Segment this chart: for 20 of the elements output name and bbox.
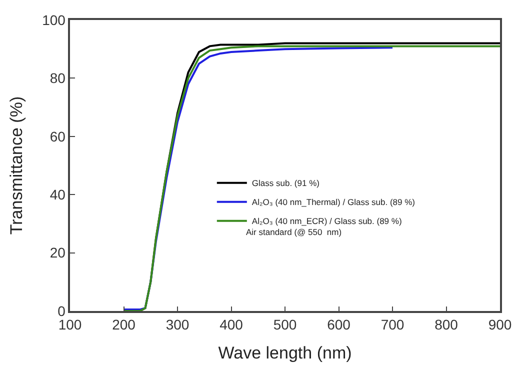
x-tick-label: 500 <box>273 316 297 333</box>
x-axis-title: Wave length (nm) <box>218 343 352 362</box>
y-tick-label: 60 <box>50 128 66 144</box>
x-tick-label: 700 <box>380 316 404 333</box>
x-tick-label: 900 <box>488 316 512 333</box>
x-tick-label: 300 <box>166 316 190 333</box>
x-tick-label: 200 <box>112 316 136 333</box>
y-tick-label: 0 <box>58 302 66 319</box>
annotation: Air standard (@ 550 nm) <box>246 227 342 237</box>
y-tick-label: 100 <box>42 12 66 28</box>
x-tick-label: 800 <box>434 316 458 333</box>
y-tick-label: 40 <box>50 186 66 202</box>
y-axis-title: Transmittance (%) <box>7 96 26 235</box>
x-tick-label: 600 <box>327 316 351 333</box>
legend-label: Al₂O₃ (40 nm_Thermal) / Glass sub. (89 %) <box>252 197 416 208</box>
y-tick-label: 80 <box>50 70 66 86</box>
legend-label: Glass sub. (91 %) <box>252 178 320 188</box>
y-tick-label: 20 <box>50 244 66 261</box>
legend-label: Al₂O₃ (40 nm_ECR) / Glass sub. (89 %) <box>252 216 402 226</box>
x-tick-label: 400 <box>220 316 244 333</box>
